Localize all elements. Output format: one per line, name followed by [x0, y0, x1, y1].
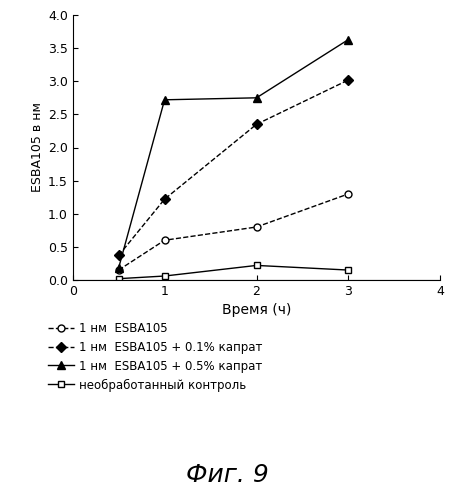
X-axis label: Время (ч): Время (ч)	[222, 304, 291, 318]
Text: Фиг. 9: Фиг. 9	[186, 464, 268, 487]
Legend: 1 нм  ESBA105, 1 нм  ESBA105 + 0.1% капрат, 1 нм  ESBA105 + 0.5% капрат, необраб: 1 нм ESBA105, 1 нм ESBA105 + 0.1% капрат…	[43, 317, 267, 396]
Y-axis label: ESBA105 в нм: ESBA105 в нм	[30, 102, 44, 192]
